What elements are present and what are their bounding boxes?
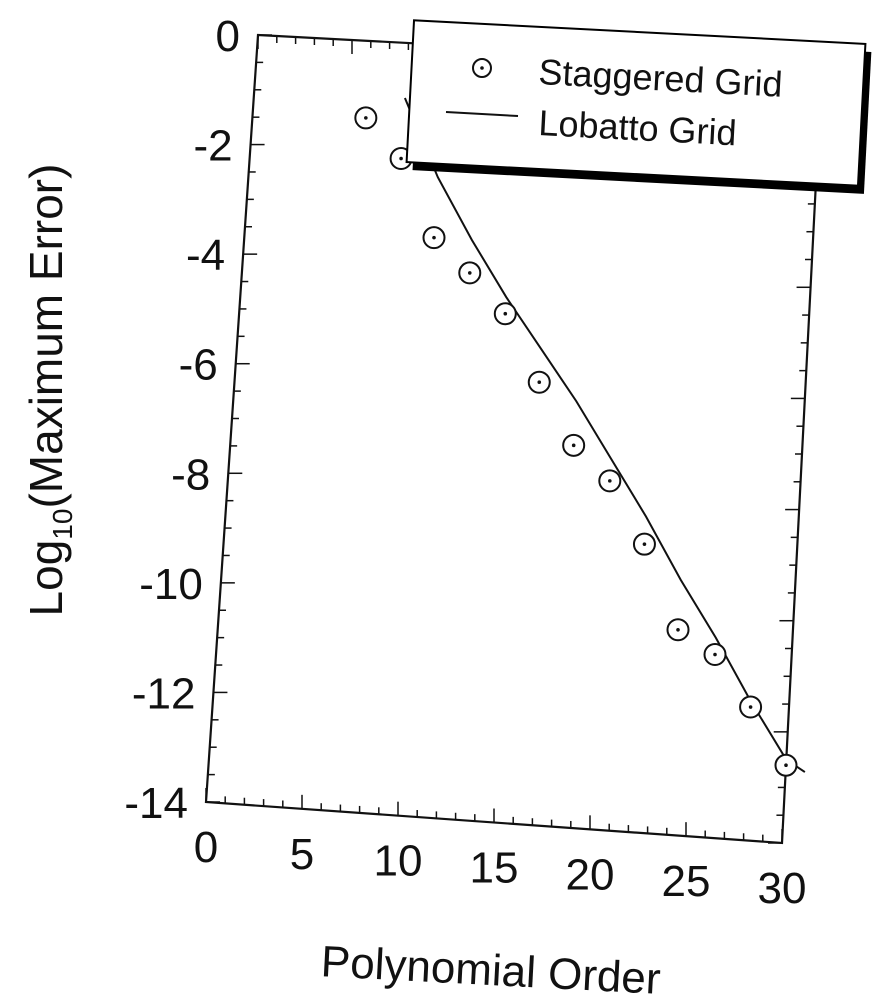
y-axis-title: Log10(Maximum Error) bbox=[20, 164, 78, 617]
y-tick-label: 0 bbox=[216, 12, 240, 61]
x-axis-title: Polynomial Order bbox=[320, 937, 662, 1004]
staggered-grid-point-center bbox=[642, 542, 647, 546]
y-axis-title-subscript: 10 bbox=[47, 509, 78, 540]
legend: Staggered Grid Lobatto Grid bbox=[405, 19, 872, 194]
staggered-grid-point-center bbox=[713, 652, 717, 657]
staggered-grid-point-center bbox=[608, 479, 612, 483]
staggered-grid-point-center bbox=[364, 116, 368, 120]
staggered-grid-point-center bbox=[467, 271, 472, 275]
y-tick-label: -10 bbox=[139, 560, 203, 609]
legend-line-lobatto-grid bbox=[445, 111, 519, 117]
x-tick-label: 25 bbox=[662, 857, 711, 906]
y-tick-label: -14 bbox=[124, 779, 188, 828]
x-tick-label: 5 bbox=[290, 830, 314, 879]
staggered-grid-point-center bbox=[784, 763, 788, 767]
y-tick-label: -6 bbox=[179, 341, 218, 390]
x-tick-label: 0 bbox=[194, 823, 218, 872]
lobatto-grid-series bbox=[403, 97, 806, 773]
staggered-grid-point-center bbox=[399, 156, 403, 161]
x-tick-label: 15 bbox=[470, 844, 519, 893]
y-tick-label: -4 bbox=[186, 231, 225, 280]
staggered-grid-series bbox=[354, 106, 798, 777]
y-tick-label: -8 bbox=[171, 450, 210, 499]
staggered-grid-point-center bbox=[676, 627, 680, 632]
legend-box bbox=[405, 19, 867, 187]
y-tick-label: -12 bbox=[132, 669, 196, 718]
y-axis-title-main: Log bbox=[20, 540, 72, 617]
legend-marker-dot bbox=[480, 66, 484, 70]
x-tick-label: 10 bbox=[374, 837, 423, 886]
staggered-grid-point-center bbox=[503, 311, 508, 316]
x-tick-labels: 0 5 10 15 20 25 30 bbox=[194, 823, 807, 913]
x-tick-label: 30 bbox=[758, 864, 807, 913]
y-axis-title-rest: (Maximum Error) bbox=[20, 164, 72, 509]
y-tick-label: -2 bbox=[193, 122, 232, 171]
y-tick-labels: 0 -2 -4 -6 -8 -10 -12 -14 bbox=[124, 12, 240, 828]
staggered-grid-point-center bbox=[748, 705, 753, 709]
staggered-grid-point-center bbox=[537, 380, 542, 385]
staggered-grid-point-center bbox=[571, 443, 576, 448]
x-tick-label: 20 bbox=[566, 850, 615, 899]
lobatto-grid-line bbox=[403, 97, 806, 773]
staggered-grid-point-center bbox=[432, 235, 436, 240]
